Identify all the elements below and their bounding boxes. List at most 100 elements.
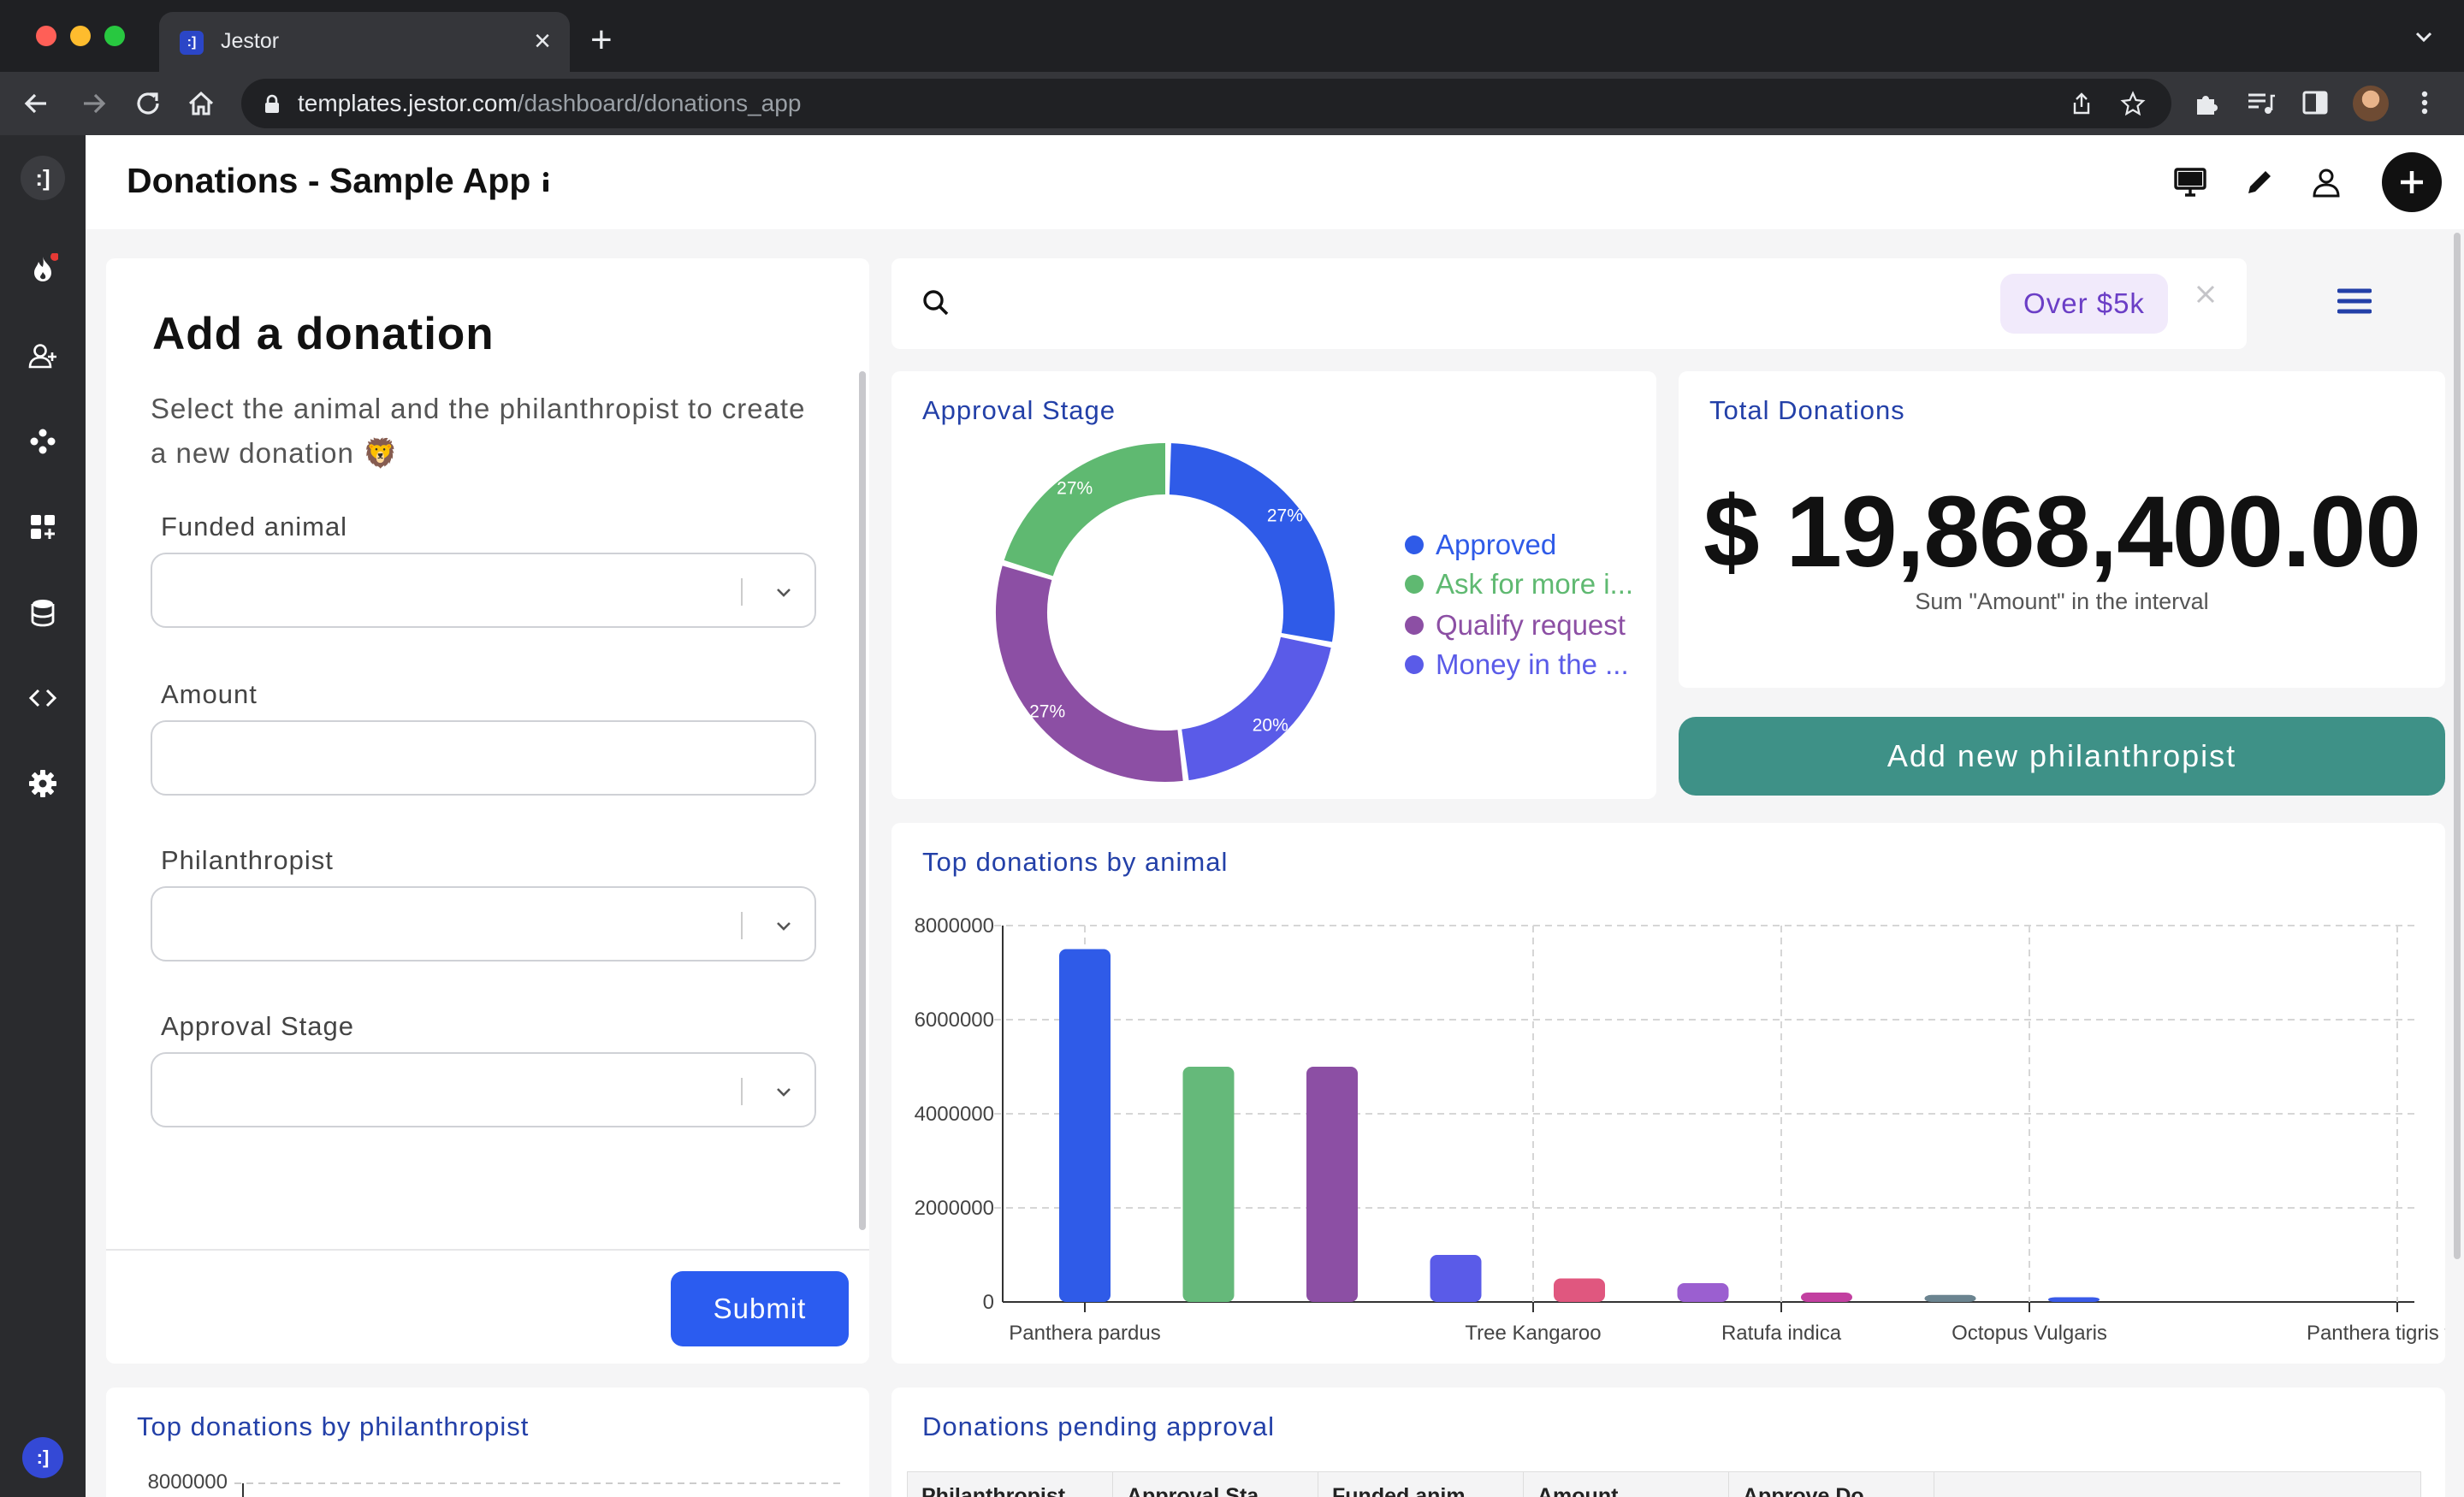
funded-animal-label: Funded animal bbox=[161, 512, 348, 541]
browser-menu-icon[interactable] bbox=[2414, 87, 2435, 118]
browser-tab[interactable]: :] Jestor × bbox=[159, 12, 570, 72]
legend-dot bbox=[1405, 535, 1424, 555]
legend-label: Approved bbox=[1436, 529, 1557, 560]
minimize-window-button[interactable] bbox=[70, 26, 91, 46]
x-tick-label: Octopus Vulgaris bbox=[1952, 1322, 2107, 1345]
column-header-philanthropist[interactable]: Philanthropist bbox=[908, 1472, 1113, 1497]
legend-item-qualify-request[interactable]: Qualify request bbox=[1405, 609, 1626, 642]
philanthropist-select[interactable] bbox=[151, 886, 816, 962]
app-sidebar: :] :] bbox=[0, 135, 86, 1497]
page-title: Donations - Sample App bbox=[127, 161, 531, 200]
tab-search-chevron-icon[interactable] bbox=[2413, 26, 2435, 48]
tab-close-icon[interactable]: × bbox=[534, 25, 551, 57]
page-scrollbar[interactable] bbox=[2454, 233, 2461, 1259]
jestor-logo[interactable]: :] bbox=[21, 156, 65, 200]
y-tick-label: 4000000 bbox=[915, 1103, 994, 1126]
approval-stage-card: Approval Stage 27% 20% 27% 27% Approved Ask… bbox=[891, 371, 1656, 799]
database-icon[interactable] bbox=[27, 597, 58, 628]
animal-chart-title: Top donations by animal bbox=[922, 847, 1229, 877]
back-icon[interactable] bbox=[21, 87, 53, 120]
home-icon[interactable] bbox=[185, 87, 217, 120]
pending-table-header: Philanthropist Approval Sta Funded anim … bbox=[907, 1471, 2421, 1497]
new-tab-icon[interactable]: + bbox=[590, 19, 613, 61]
approval-stage-title: Approval Stage bbox=[922, 395, 1116, 425]
chevron-down-icon bbox=[777, 1088, 791, 1097]
media-control-icon[interactable] bbox=[2245, 87, 2276, 118]
fire-icon[interactable] bbox=[27, 253, 58, 284]
share-icon[interactable] bbox=[2069, 91, 2094, 116]
form-scrollbar[interactable] bbox=[859, 371, 866, 1230]
edit-pencil-icon[interactable] bbox=[2243, 166, 2276, 198]
bar[interactable] bbox=[2048, 1297, 2100, 1303]
hamburger-menu-icon[interactable] bbox=[2337, 286, 2372, 317]
donut-slice-approved[interactable] bbox=[1169, 443, 1335, 642]
funded-animal-select[interactable] bbox=[151, 553, 816, 628]
info-icon[interactable] bbox=[541, 171, 551, 193]
close-window-button[interactable] bbox=[36, 26, 56, 46]
add-button[interactable] bbox=[2382, 152, 2442, 212]
y-tick-label: 8000000 bbox=[148, 1470, 228, 1494]
donut-slice-qualify-request[interactable] bbox=[996, 565, 1183, 782]
legend-dot bbox=[1405, 575, 1424, 595]
address-bar[interactable]: templates.jestor.com/dashboard/donations… bbox=[241, 79, 2171, 128]
plus-icon bbox=[2401, 171, 2423, 193]
donut-slice-money-in[interactable] bbox=[1181, 636, 1331, 781]
filter-chip[interactable]: Over $5k bbox=[2000, 274, 2168, 334]
maximize-window-button[interactable] bbox=[104, 26, 125, 46]
code-icon[interactable] bbox=[27, 683, 58, 713]
side-panel-icon[interactable] bbox=[2300, 87, 2331, 118]
bar[interactable] bbox=[1924, 1294, 1976, 1302]
amount-label: Amount bbox=[161, 679, 258, 709]
y-tick-label: 8000000 bbox=[915, 914, 994, 938]
forward-icon[interactable] bbox=[77, 87, 110, 120]
legend-label: Qualify request bbox=[1436, 609, 1626, 641]
animal-bar-chart: 8000000 6000000 4000000 2000000 0 Panthera pa… bbox=[915, 914, 2445, 1345]
apps-icon[interactable] bbox=[27, 512, 58, 542]
column-header-amount[interactable]: Amount bbox=[1524, 1472, 1729, 1497]
y-tick-label: 6000000 bbox=[915, 1009, 994, 1032]
profile-avatar[interactable] bbox=[2353, 86, 2389, 121]
donut-slice-ask-more-info[interactable] bbox=[1004, 443, 1166, 577]
bar[interactable] bbox=[1554, 1278, 1605, 1303]
bar[interactable] bbox=[1059, 949, 1111, 1303]
bar[interactable] bbox=[1801, 1293, 1852, 1302]
column-header-funded-animal[interactable]: Funded anim bbox=[1318, 1472, 1524, 1497]
approval-stage-select[interactable] bbox=[151, 1052, 816, 1127]
legend-item-ask-more-info[interactable]: Ask for more i... bbox=[1405, 568, 1633, 601]
legend-dot bbox=[1405, 616, 1424, 636]
total-donations-title: Total Donations bbox=[1709, 395, 1905, 425]
bookmark-star-icon[interactable] bbox=[2120, 91, 2146, 116]
legend-item-approved[interactable]: Approved bbox=[1405, 529, 1556, 561]
bar[interactable] bbox=[1430, 1255, 1482, 1302]
chevron-down-icon bbox=[777, 589, 791, 597]
desktop-view-icon[interactable] bbox=[2173, 166, 2207, 198]
column-header-approve[interactable]: Approve Do bbox=[1729, 1472, 1934, 1497]
gear-icon[interactable] bbox=[27, 768, 58, 799]
bar[interactable] bbox=[1182, 1067, 1235, 1302]
x-tick-label: Tree Kangaroo bbox=[1465, 1322, 1601, 1345]
bar[interactable] bbox=[1306, 1067, 1358, 1302]
legend-item-money-in[interactable]: Money in the ... bbox=[1405, 648, 1629, 681]
lock-icon bbox=[265, 94, 279, 113]
column-header-approval-stage[interactable]: Approval Sta bbox=[1113, 1472, 1318, 1497]
add-philanthropist-button[interactable]: Add new philanthropist bbox=[1679, 717, 2445, 796]
search-bar[interactable]: Over $5k bbox=[891, 258, 2247, 349]
approval-stage-label: Approval Stage bbox=[161, 1011, 354, 1041]
reload-icon[interactable] bbox=[132, 87, 164, 120]
chevron-down-icon bbox=[777, 922, 791, 931]
jestor-help-logo[interactable]: :] bbox=[22, 1437, 63, 1478]
amount-input[interactable] bbox=[151, 720, 816, 796]
search-icon[interactable] bbox=[921, 287, 951, 318]
select-separator bbox=[741, 1078, 743, 1105]
submit-button[interactable]: Submit bbox=[671, 1271, 849, 1346]
workflow-icon[interactable] bbox=[27, 426, 58, 457]
x-tick-label: Panthera pardus bbox=[1009, 1322, 1160, 1345]
clear-filter-icon[interactable] bbox=[2194, 282, 2218, 306]
user-icon[interactable] bbox=[2310, 166, 2343, 198]
x-tick-label: Ratufa indica bbox=[1721, 1322, 1842, 1345]
bar[interactable] bbox=[1677, 1283, 1729, 1302]
add-user-icon[interactable] bbox=[27, 340, 58, 371]
donut-percent-label: 20% bbox=[1253, 716, 1288, 736]
extensions-icon[interactable] bbox=[2192, 87, 2223, 118]
select-separator bbox=[741, 912, 743, 939]
